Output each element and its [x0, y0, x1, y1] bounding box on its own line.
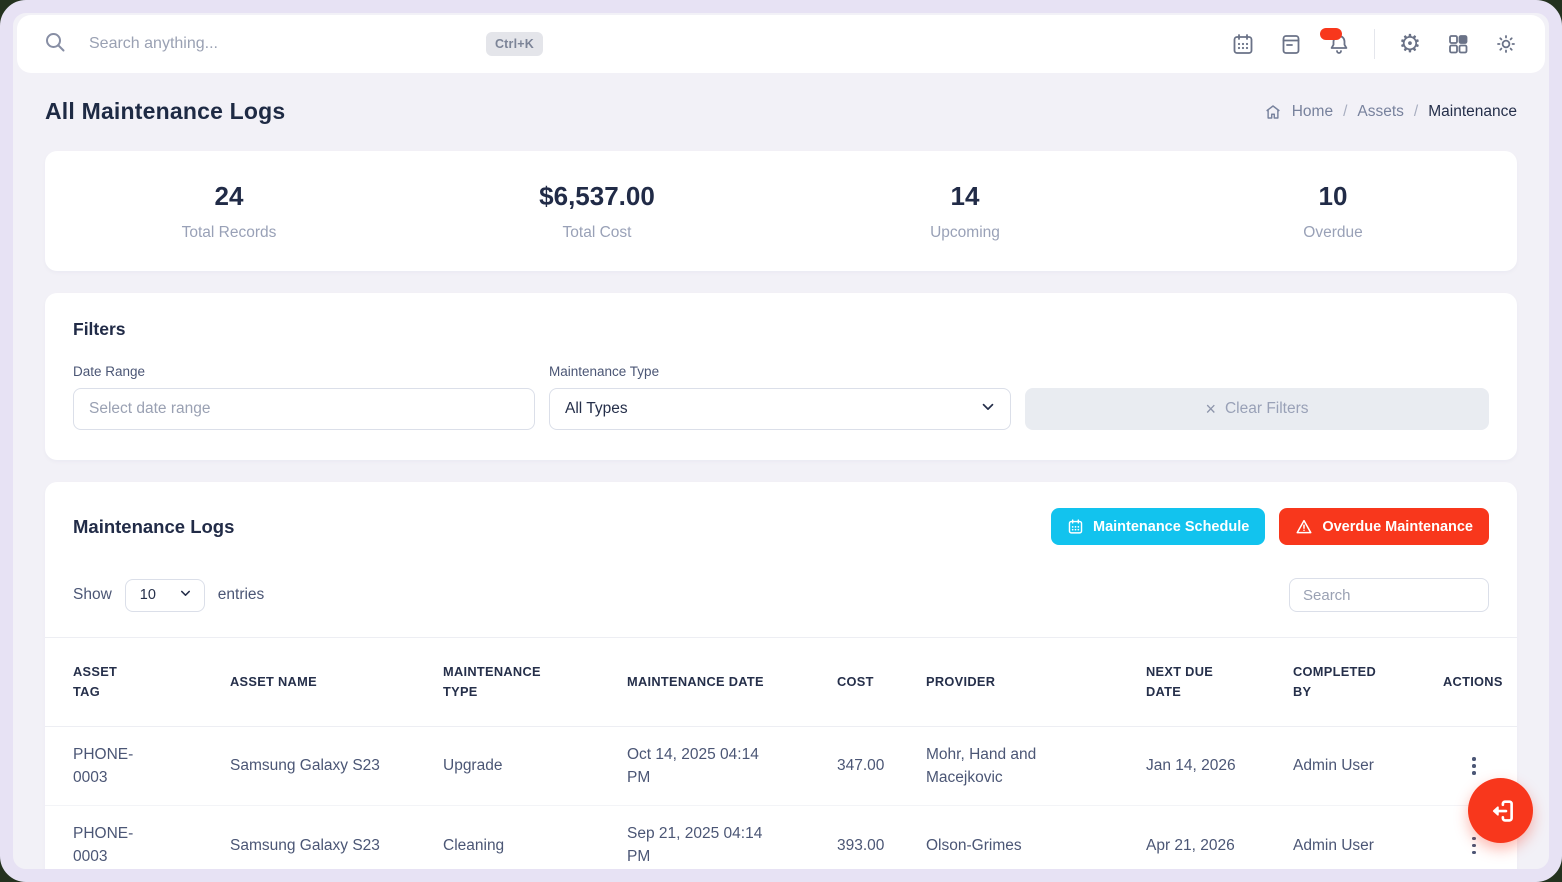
cell-asset-tag: PHONE-0003	[45, 805, 220, 869]
maintenance-type-field: Maintenance Type All Types	[549, 364, 1011, 430]
logout-icon	[1486, 796, 1516, 826]
stat-total-records: 24 Total Records	[45, 181, 413, 242]
shortcut-badge: Ctrl+K	[485, 32, 543, 56]
col-completed-by: COMPLETED BY	[1283, 637, 1433, 727]
maintenance-type-label: Maintenance Type	[549, 364, 660, 379]
cell-asset-name: Samsung Galaxy S23	[220, 805, 433, 869]
show-label: Show	[73, 586, 112, 603]
col-maintenance-type: MAINTENANCE TYPE	[433, 637, 617, 727]
overdue-maintenance-button[interactable]: Overdue Maintenance	[1279, 508, 1489, 545]
home-icon	[1264, 103, 1282, 121]
notification-badge	[1320, 28, 1342, 40]
stat-upcoming: 14 Upcoming	[781, 181, 1149, 242]
cell-maintenance-type: Upgrade	[433, 726, 617, 807]
maintenance-logs-card: Maintenance Logs Maintenance Sch	[45, 482, 1517, 869]
calendar-icon	[1067, 518, 1084, 535]
col-next-due-date: NEXT DUE DATE	[1136, 637, 1283, 727]
table-header-row: ASSET TAG ASSET NAME MAINTENANCE TYPE MA…	[45, 637, 1517, 727]
stats-card: 24 Total Records $6,537.00 Total Cost 14…	[45, 151, 1517, 271]
stat-total-cost: $6,537.00 Total Cost	[413, 181, 781, 242]
global-search[interactable]: Ctrl+K	[43, 30, 543, 59]
maintenance-logs-table: ASSET TAG ASSET NAME MAINTENANCE TYPE MA…	[45, 637, 1517, 869]
row-actions-menu-icon[interactable]	[1457, 749, 1491, 783]
clear-filters-button[interactable]: × Clear Filters	[1025, 388, 1489, 430]
date-range-input[interactable]	[73, 388, 535, 430]
date-range-field: Date Range	[73, 364, 535, 430]
cell-maintenance-date: Oct 14, 2025 04:14 PM	[617, 726, 827, 807]
maintenance-schedule-button[interactable]: Maintenance Schedule	[1050, 508, 1266, 545]
maintenance-type-value: All Types	[565, 400, 628, 417]
stat-label: Total Cost	[562, 223, 632, 241]
entries-label: entries	[217, 586, 265, 603]
logs-title: Maintenance Logs	[73, 515, 235, 537]
overdue-maintenance-label: Overdue Maintenance	[1322, 518, 1473, 535]
sun-icon[interactable]	[1493, 31, 1519, 57]
breadcrumb-separator: /	[1413, 102, 1419, 120]
maintenance-schedule-label: Maintenance Schedule	[1092, 518, 1250, 535]
grid-icon[interactable]	[1445, 31, 1471, 57]
clipboard-icon[interactable]	[1278, 31, 1304, 57]
breadcrumb-home[interactable]: Home	[1291, 102, 1334, 120]
cell-completed-by: Admin User	[1283, 805, 1433, 869]
stat-value: 24	[214, 180, 244, 211]
col-actions: ACTIONS	[1433, 637, 1517, 727]
page-title: All Maintenance Logs	[45, 98, 286, 124]
col-cost: COST	[827, 637, 916, 727]
breadcrumb: Home / Assets / Maintenance	[1264, 103, 1517, 121]
table-row: PHONE-0003 Samsung Galaxy S23 Cleaning S…	[45, 805, 1517, 869]
stat-overdue: 10 Overdue	[1149, 181, 1517, 242]
cell-maintenance-type: Cleaning	[433, 805, 617, 869]
cell-next-due-date: Jan 14, 2026	[1136, 726, 1283, 807]
warning-icon	[1295, 518, 1313, 536]
cell-next-due-date: Apr 21, 2026	[1136, 805, 1283, 869]
cell-asset-name: Samsung Galaxy S23	[220, 726, 433, 807]
breadcrumb-assets[interactable]: Assets	[1357, 102, 1404, 120]
stat-label: Total Records	[181, 223, 277, 241]
page-size-value: 10	[139, 587, 156, 603]
col-asset-tag: ASSET TAG	[45, 637, 220, 727]
table-row: PHONE-0003 Samsung Galaxy S23 Upgrade Oc…	[45, 726, 1517, 807]
cell-maintenance-date: Sep 21, 2025 04:14 PM	[617, 805, 827, 869]
gear-icon[interactable]: ⚙	[1398, 29, 1422, 58]
calendar-icon[interactable]	[1230, 31, 1256, 57]
stat-label: Overdue	[1303, 223, 1363, 241]
cell-provider: Mohr, Hand and Macejkovic	[916, 726, 1136, 807]
search-input[interactable]	[89, 35, 464, 53]
stat-value: $6,537.00	[539, 180, 655, 211]
date-range-label: Date Range	[73, 364, 146, 379]
table-search-input[interactable]	[1289, 578, 1489, 612]
logout-fab-button[interactable]	[1468, 778, 1533, 843]
col-maintenance-date: MAINTENANCE DATE	[617, 637, 827, 727]
maintenance-type-select[interactable]: All Types	[549, 388, 1011, 430]
col-asset-name: ASSET NAME	[220, 637, 433, 727]
bell-icon[interactable]	[1320, 28, 1352, 57]
breadcrumb-current: Maintenance	[1428, 102, 1517, 120]
col-provider: PROVIDER	[916, 637, 1136, 727]
chevron-down-icon	[979, 398, 997, 421]
cell-cost: 393.00	[827, 805, 916, 869]
divider	[1374, 29, 1375, 59]
cell-provider: Olson-Grimes	[916, 805, 1136, 869]
filters-title: Filters	[73, 319, 126, 339]
search-icon	[43, 30, 67, 59]
clear-filters-label: Clear Filters	[1224, 400, 1309, 417]
chevron-down-icon	[178, 586, 193, 605]
filters-card: Filters Date Range Maintenance Type All …	[45, 293, 1517, 460]
stat-label: Upcoming	[930, 223, 1000, 241]
topbar: Ctrl+K	[17, 15, 1545, 73]
cell-completed-by: Admin User	[1283, 726, 1433, 807]
close-icon: ×	[1205, 399, 1216, 419]
breadcrumb-separator: /	[1343, 102, 1348, 120]
row-actions-menu-icon[interactable]	[1457, 828, 1491, 862]
topbar-actions: ⚙	[1230, 28, 1519, 59]
stat-value: 14	[950, 180, 980, 211]
page-size-select[interactable]: 10	[124, 578, 205, 612]
stat-value: 10	[1318, 180, 1348, 211]
cell-cost: 347.00	[827, 726, 916, 807]
cell-asset-tag: PHONE-0003	[45, 726, 220, 807]
